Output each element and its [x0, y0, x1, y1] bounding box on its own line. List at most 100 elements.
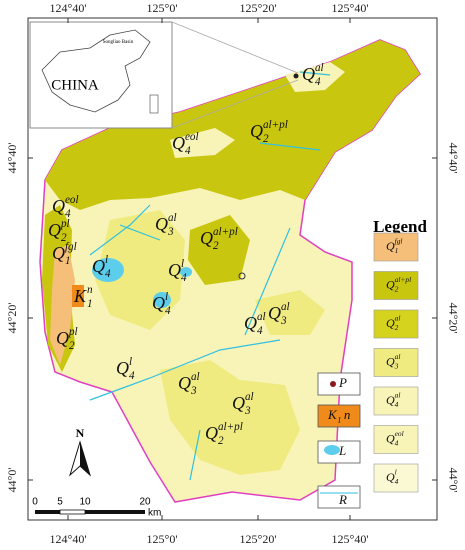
- right-coordinate: 44°20': [446, 303, 460, 334]
- unit-k1n: [72, 285, 84, 307]
- map-label: K: [73, 286, 87, 306]
- legend-label-sub: 4: [395, 438, 399, 447]
- map-label: Q: [178, 373, 191, 393]
- map-label: Q: [244, 313, 257, 333]
- map-label-sup: al+pl: [218, 421, 243, 433]
- legend-title: Legend: [373, 217, 427, 236]
- left-coordinate: 44°40': [5, 143, 19, 174]
- top-coordinate: 125°40': [332, 1, 369, 15]
- map-label-sub: 3: [244, 405, 251, 417]
- symbol-label-tail: n: [344, 407, 351, 422]
- symbol-label-sub: 1: [337, 415, 341, 424]
- map-label-sub: 1: [87, 298, 93, 310]
- map-label: Q: [56, 328, 69, 348]
- map-label: Q: [302, 64, 315, 84]
- scale-segment: [35, 510, 60, 514]
- legend-label-sub: 4: [395, 477, 399, 486]
- legend-label-sup: al: [395, 391, 401, 400]
- sample-site: [293, 73, 299, 79]
- lake: [153, 292, 171, 308]
- map-label: Q: [92, 256, 105, 276]
- map-label-sup: n: [87, 284, 93, 296]
- scale-unit: km: [148, 508, 161, 519]
- map-label-sub: 4: [185, 145, 191, 157]
- map-label: Q: [116, 358, 129, 378]
- symbol-box: [317, 485, 361, 509]
- legend-label: Q: [386, 470, 395, 484]
- symbol-box: [317, 372, 361, 396]
- map-label: Q: [168, 260, 181, 280]
- symbol-label: R: [338, 492, 347, 507]
- map-label-sup: al: [257, 311, 266, 323]
- map-label-sub: 4: [105, 268, 111, 280]
- right-coordinate: 44°0': [446, 468, 460, 493]
- right-coordinate: 44°40': [446, 143, 460, 174]
- map-label-sup: al: [245, 391, 254, 403]
- legend-label-sub: 4: [395, 400, 399, 409]
- map-label-sup: al+pl: [263, 119, 288, 131]
- legend-label: Q: [386, 239, 395, 253]
- legend-label-sub: 2: [395, 323, 399, 332]
- inset-connector: [171, 21, 299, 129]
- map-label-sup: l: [165, 291, 168, 303]
- map-label: Q: [155, 214, 168, 234]
- legend-label-sup: l: [395, 468, 397, 477]
- legend-label-sup: al: [395, 314, 401, 323]
- bottom-coordinate: 124°40': [50, 532, 87, 546]
- map-label: Q: [52, 196, 65, 216]
- map-label-sub: 4: [65, 208, 71, 220]
- legend-label-sup: al+pl: [395, 275, 412, 284]
- north-label: N: [76, 426, 85, 440]
- map-label-sup: l: [181, 258, 184, 270]
- river: [89, 71, 331, 481]
- north-arrow-fill: [80, 442, 90, 475]
- top-coordinate: 125°0': [147, 1, 178, 15]
- unit-q2-alpl: [188, 215, 250, 285]
- map-label: Q: [232, 393, 245, 413]
- symbol-dot: [330, 381, 336, 387]
- legend-swatch: [373, 348, 419, 377]
- map-label: Q: [52, 243, 65, 263]
- unit-q4-al: [285, 62, 345, 92]
- unit-q4-eol: [170, 128, 235, 158]
- map-label: Q: [205, 423, 218, 443]
- china-outline: [41, 29, 151, 113]
- top-coordinate: 125°20': [240, 1, 277, 15]
- bottom-coordinate: 125°20': [240, 532, 277, 546]
- map-label: Q: [152, 293, 165, 313]
- legend-label-sub: 2: [395, 284, 399, 293]
- legend-swatch: [373, 271, 419, 300]
- lake: [92, 258, 124, 282]
- legend-label: Q: [386, 393, 395, 407]
- left-coordinate: 44°20': [5, 303, 19, 334]
- map-label-sup: al+pl: [213, 226, 238, 238]
- map-label-sup: fgl: [65, 241, 77, 253]
- map-label-sup: al: [281, 301, 290, 313]
- bottom-coordinate: 125°0': [147, 532, 178, 546]
- top-coordinate: 124°40': [50, 1, 87, 15]
- legend-label-sup: eol: [395, 429, 404, 438]
- map-label-sup: pl: [68, 326, 78, 338]
- legend-label: Q: [386, 354, 395, 368]
- map-label-sub: 4: [129, 370, 135, 382]
- map-label-sup: eol: [65, 194, 79, 206]
- scale-tick: 20: [139, 497, 151, 508]
- map-label-sup: al: [168, 212, 177, 224]
- legend-swatch: [373, 309, 419, 339]
- map-label-sup: l: [105, 254, 108, 266]
- map-label: Q: [268, 303, 281, 323]
- scale-segment: [59, 509, 86, 515]
- symbol-lake: [324, 445, 340, 455]
- scale-tick: 5: [57, 497, 63, 508]
- legend-swatch: [373, 232, 419, 262]
- unit-q3-al: [255, 290, 325, 335]
- map-label-sub: 3: [167, 226, 174, 238]
- unit-q1-fgl: [50, 245, 75, 365]
- legend-swatch: [373, 463, 419, 493]
- bottom-coordinate: 125°40': [332, 532, 369, 546]
- scale-tick: 10: [79, 497, 91, 508]
- map-label-sub: 3: [280, 315, 287, 327]
- unit-q3-al: [160, 360, 300, 475]
- legend-label-sup: fgl: [395, 237, 403, 246]
